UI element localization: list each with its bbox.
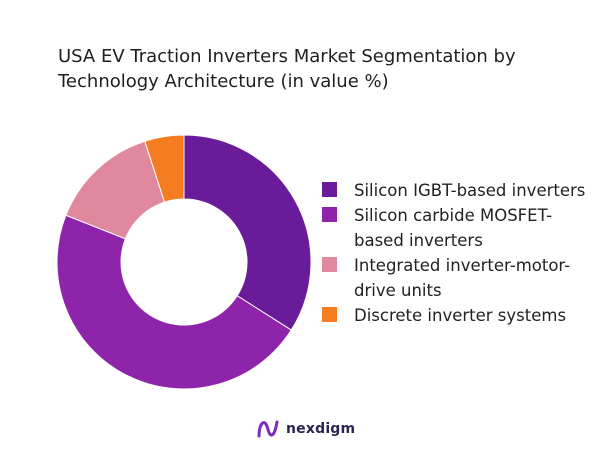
donut-slice-silicon-carbide-mosfet-based-inverters: [56, 214, 292, 390]
nexdigm-logo-icon: [257, 420, 279, 438]
legend-item-silicon-carbide: Silicon carbide MOSFET-based inverters: [322, 203, 597, 253]
legend-item-silicon-igbt: Silicon IGBT-based inverters: [322, 178, 597, 203]
legend-item-integrated-units: Integrated inverter-motor-drive units: [322, 253, 597, 303]
donut-slice-silicon-igbt-based-inverters: [183, 134, 312, 331]
legend-label: Silicon IGBT-based inverters: [354, 181, 586, 200]
brand-logo: nexdigm: [256, 416, 355, 442]
legend-item-discrete-systems: Discrete inverter systems: [322, 303, 597, 328]
chart-title: USA EV Traction Inverters Market Segment…: [58, 46, 516, 92]
legend-swatch: [322, 257, 337, 272]
brand-name: nexdigm: [286, 421, 356, 437]
legend-swatch: [322, 207, 337, 222]
donut-slices: [56, 134, 312, 390]
legend-swatch: [322, 182, 337, 197]
legend-label: Discrete inverter systems: [354, 306, 567, 325]
legend-swatch: [322, 307, 337, 322]
legend-label: Silicon carbide MOSFET-based inverters: [354, 206, 553, 250]
donut-slice-discrete-inverter-systems: [144, 134, 185, 203]
chart-legend: Silicon IGBT-based inverters Silicon car…: [322, 178, 597, 328]
legend-label: Integrated inverter-motor-drive units: [354, 256, 571, 300]
